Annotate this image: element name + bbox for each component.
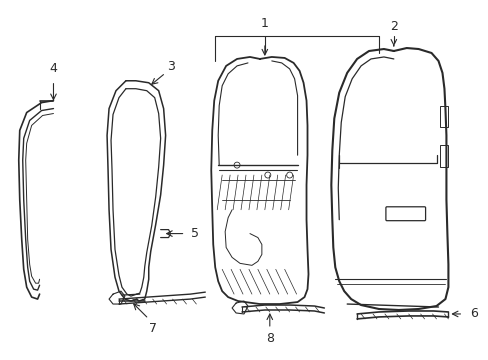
Text: 7: 7 [148, 322, 156, 336]
Text: 2: 2 [389, 20, 397, 33]
Text: 6: 6 [469, 307, 477, 320]
Text: 1: 1 [261, 17, 268, 30]
Text: 4: 4 [49, 62, 57, 75]
Text: 8: 8 [265, 332, 273, 345]
Bar [440, 105, 447, 127]
Text: 5: 5 [191, 227, 199, 240]
Bar [440, 145, 447, 167]
Text: 3: 3 [166, 60, 174, 73]
